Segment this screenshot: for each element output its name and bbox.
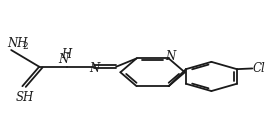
Text: N: N	[59, 53, 69, 66]
Text: NH: NH	[7, 37, 27, 50]
Text: N: N	[165, 50, 175, 63]
Text: 2: 2	[22, 42, 28, 51]
Text: SH: SH	[15, 91, 34, 104]
Text: H: H	[61, 48, 71, 61]
Text: Cl: Cl	[253, 62, 266, 75]
Text: N: N	[89, 62, 99, 75]
